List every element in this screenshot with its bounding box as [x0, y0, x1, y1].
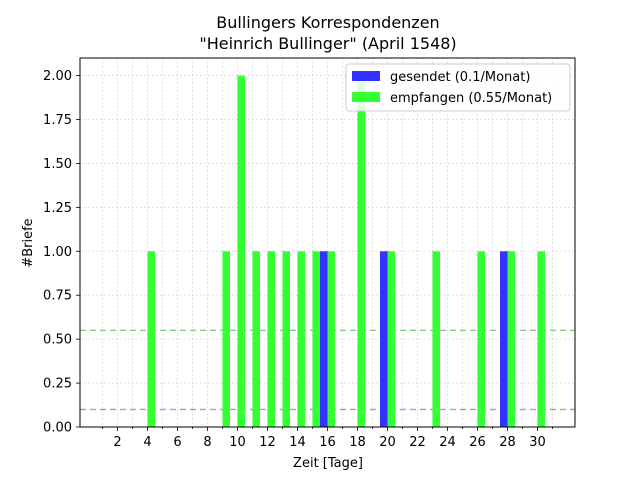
- y-tick-label: 1.00: [43, 245, 72, 260]
- legend-label-empfangen: empfangen (0.55/Monat): [390, 91, 552, 106]
- bar-empfangen: [537, 251, 545, 427]
- bar-empfangen: [327, 251, 335, 427]
- y-tick-label: 0.00: [43, 421, 72, 436]
- legend-box: [345, 63, 571, 112]
- x-tick-label: 26: [469, 435, 486, 450]
- x-tick-label: 12: [259, 435, 276, 450]
- x-tick-label: 18: [349, 435, 366, 450]
- bar-gesendet: [500, 251, 508, 427]
- chart-subtitle: "Heinrich Bullinger" (April 1548): [199, 34, 456, 53]
- x-tick-label: 8: [203, 435, 211, 450]
- x-tick-label: 10: [229, 435, 246, 450]
- x-tick-label: 4: [143, 435, 151, 450]
- y-tick-label: 0.75: [43, 289, 72, 304]
- bar-empfangen: [387, 251, 395, 427]
- x-axis: 2 4 6 8 10 12 14 16 18 20 22 24 26 28 30: [102, 427, 553, 450]
- y-tick-label: 1.50: [43, 157, 72, 172]
- x-tick-label: 2: [113, 435, 121, 450]
- bar-gesendet: [320, 251, 328, 427]
- legend: gesendet (0.1/Monat) empfangen (0.55/Mon…: [345, 63, 571, 112]
- y-tick-label: 1.25: [43, 201, 72, 216]
- x-tick-label: 28: [499, 435, 516, 450]
- x-tick-label: 20: [379, 435, 396, 450]
- y-tick-label: 2.00: [43, 69, 72, 84]
- bars: [147, 75, 545, 428]
- bar-empfangen: [147, 251, 155, 427]
- bar-empfangen: [477, 251, 485, 427]
- bar-empfangen: [297, 251, 305, 427]
- chart-title: Bullingers Korrespondenzen: [216, 13, 439, 32]
- x-tick-label: 24: [439, 435, 456, 450]
- legend-label-gesendet: gesendet (0.1/Monat): [390, 70, 530, 85]
- grid: [80, 58, 575, 428]
- x-tick-label: 14: [289, 435, 306, 450]
- x-tick-label: 30: [529, 435, 546, 450]
- reference-lines: [80, 329, 575, 411]
- x-tick-label: 22: [409, 435, 426, 450]
- bar-empfangen: [282, 251, 290, 427]
- y-tick-label: 0.25: [43, 377, 72, 392]
- x-tick-label: 6: [173, 435, 181, 450]
- y-axis-label: #Briefe: [21, 218, 36, 267]
- bar-empfangen: [267, 251, 275, 427]
- x-tick-label: 16: [319, 435, 336, 450]
- y-axis: 0.00 0.25 0.50 0.75 1.00 1.25 1.50 1.75 2.00: [43, 69, 80, 436]
- legend-swatch-gesendet: [352, 71, 380, 81]
- bar-empfangen: [252, 251, 260, 427]
- y-tick-label: 1.75: [43, 113, 72, 128]
- bar-gesendet: [380, 251, 388, 427]
- legend-swatch-empfangen: [352, 92, 380, 102]
- y-tick-label: 0.50: [43, 333, 72, 348]
- x-axis-label: Zeit [Tage]: [293, 456, 363, 471]
- bar-empfangen: [222, 251, 230, 427]
- bar-empfangen: [312, 251, 320, 427]
- bar-empfangen: [237, 75, 245, 428]
- bar-empfangen: [432, 251, 440, 427]
- bar-empfangen: [507, 251, 515, 427]
- bar-empfangen: [357, 75, 365, 428]
